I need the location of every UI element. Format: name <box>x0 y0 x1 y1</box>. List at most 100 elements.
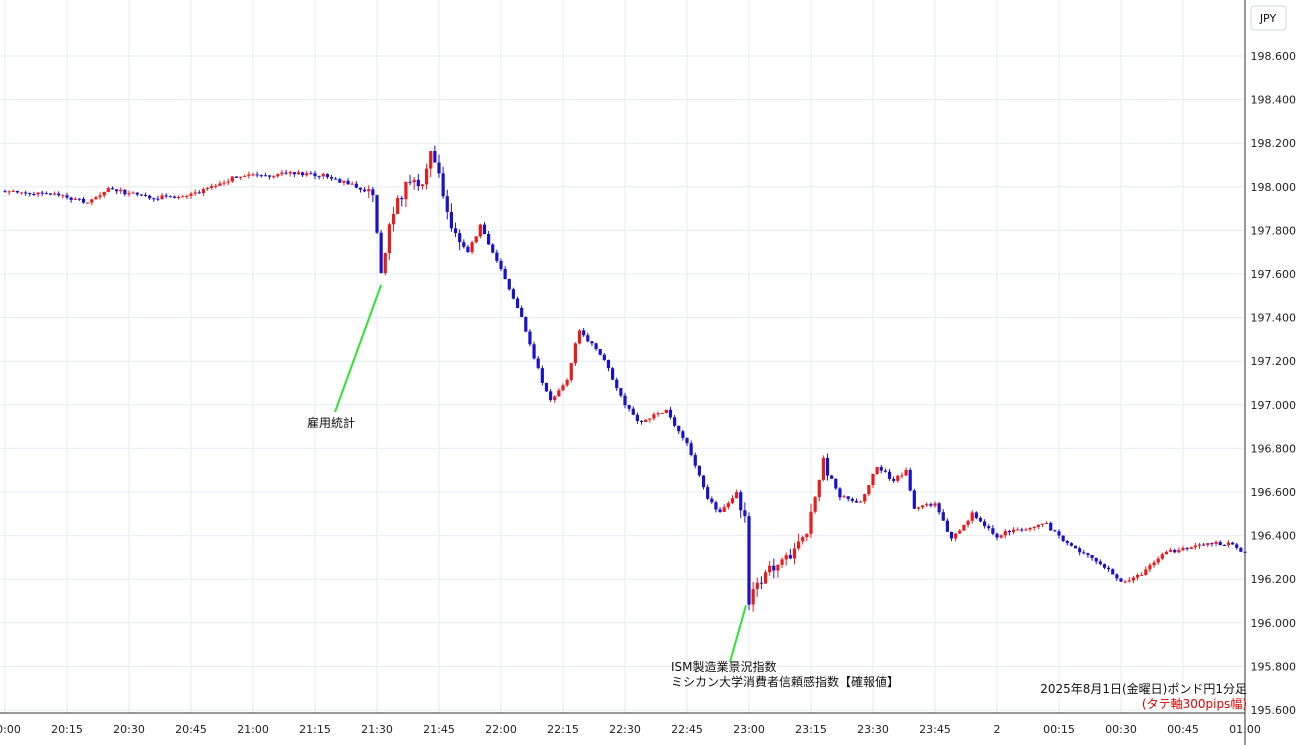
candle <box>714 500 718 513</box>
candle <box>718 507 722 513</box>
price-tick-labels: 198.600 198.400 198.200 198.000 197.800 197.6… <box>1251 50 1297 717</box>
candle <box>1231 541 1235 545</box>
candle <box>1218 540 1222 546</box>
price-tick-label: 196.600 <box>1251 486 1297 499</box>
candle <box>925 502 929 508</box>
chart-caption-scale: (タテ軸300pips幅) <box>1142 696 1247 711</box>
candle <box>425 163 429 190</box>
candle <box>301 171 305 177</box>
candle <box>334 176 338 180</box>
time-tick-label: 23:45 <box>919 723 951 736</box>
candle <box>1036 524 1040 530</box>
price-tick-label: 195.800 <box>1251 660 1297 673</box>
annotations: 雇用統計 ISM製造業景況指数 ミシカン大学消費者信頼感指数【確報値】 <box>307 284 899 689</box>
time-tick-label: 23:00 <box>733 723 765 736</box>
candle <box>863 493 867 505</box>
currency-badge[interactable] <box>1250 5 1287 31</box>
candle <box>1057 529 1061 539</box>
candle <box>69 196 73 203</box>
candle <box>1053 529 1057 532</box>
price-tick-label: 198.000 <box>1251 181 1297 194</box>
candle <box>1156 556 1160 565</box>
candle <box>57 191 61 198</box>
candle <box>693 452 697 469</box>
candle <box>830 474 834 479</box>
price-tick-label: 198.400 <box>1251 94 1297 107</box>
candle <box>879 464 883 474</box>
candle <box>156 195 160 202</box>
candle <box>821 455 825 482</box>
candle <box>371 186 375 203</box>
candle <box>1003 528 1007 539</box>
candle <box>1115 573 1119 582</box>
candle <box>177 195 181 200</box>
candle <box>573 342 577 366</box>
candle <box>854 498 859 503</box>
candle <box>557 388 561 397</box>
candle <box>239 176 243 180</box>
candle <box>1007 529 1011 536</box>
candle <box>358 187 363 193</box>
candle <box>148 194 152 201</box>
candle <box>263 172 267 177</box>
candle <box>367 185 371 198</box>
time-tick-label: 21:15 <box>299 723 331 736</box>
candle <box>110 186 115 190</box>
chart-caption: 2025年8月1日(金曜日)ポンド円1分足 <box>1040 681 1247 696</box>
candle <box>664 409 668 414</box>
candle <box>627 404 631 412</box>
candle <box>181 194 185 198</box>
candle <box>1073 545 1078 549</box>
candle <box>1148 562 1152 573</box>
candle <box>32 191 36 197</box>
candle <box>164 193 168 199</box>
candle <box>561 383 565 392</box>
candle <box>1152 560 1156 568</box>
candle <box>536 355 540 370</box>
candle <box>788 548 792 560</box>
candle <box>1197 542 1202 549</box>
candle <box>143 192 148 197</box>
candle <box>673 415 677 428</box>
candle <box>1045 521 1049 525</box>
candle <box>1177 547 1181 554</box>
candle <box>53 191 57 196</box>
candle <box>458 229 462 251</box>
candle <box>98 192 102 200</box>
candle <box>553 395 557 404</box>
candle <box>710 496 714 504</box>
candle <box>354 181 358 189</box>
candle <box>726 501 730 510</box>
candle <box>739 490 743 519</box>
candle <box>1140 572 1144 576</box>
candle <box>470 240 474 255</box>
candle <box>1061 535 1065 543</box>
candle <box>338 177 342 183</box>
candle <box>172 195 177 199</box>
candle <box>1107 565 1111 573</box>
candle <box>131 191 135 194</box>
time-tick-labels: 20:00 20:15 20:30 20:45 21:00 21:15 21:30 21:45… <box>0 723 1261 736</box>
candle <box>772 558 776 579</box>
nfp-annotation-line <box>334 284 383 413</box>
candle <box>1040 523 1045 528</box>
candle <box>416 173 420 191</box>
candle <box>1020 527 1024 532</box>
candle <box>1210 542 1214 547</box>
candle <box>681 429 685 441</box>
candle <box>429 150 433 178</box>
umich-annotation-label: ミシカン大学消費者信頼感指数【確報値】 <box>671 674 899 689</box>
candle <box>201 187 205 196</box>
candle <box>234 176 239 178</box>
candle <box>706 484 710 501</box>
price-tick-label: 196.000 <box>1251 617 1297 630</box>
candle <box>77 198 81 201</box>
candle <box>1235 542 1239 550</box>
candle <box>160 193 164 200</box>
candle <box>391 206 396 232</box>
candle <box>1082 549 1086 555</box>
candle <box>1032 525 1036 531</box>
candle <box>1086 552 1090 558</box>
candle <box>387 222 391 260</box>
